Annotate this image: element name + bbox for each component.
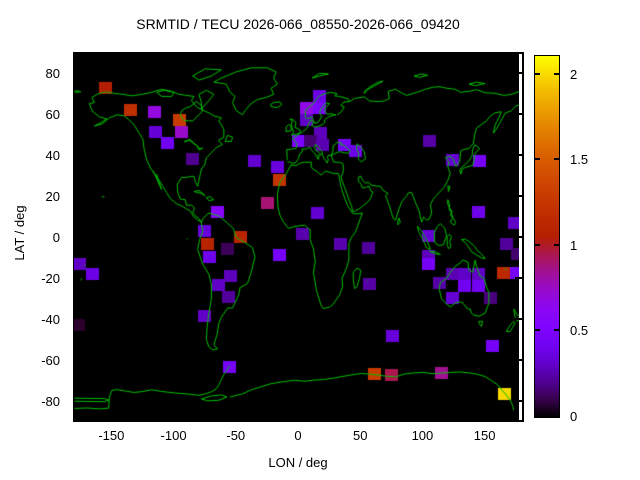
colorbar-tick-mark xyxy=(535,243,540,246)
colorbar-tick-mark xyxy=(554,72,559,75)
y-tick-label: 20 xyxy=(45,189,60,205)
x-tick-label: 0 xyxy=(294,428,302,443)
colorbar-tick-mark xyxy=(554,158,559,161)
y-tick-label: -20 xyxy=(41,270,60,286)
y-axis-title: LAT / deg xyxy=(12,205,27,261)
y-tick-label: 80 xyxy=(45,66,60,82)
world-map-heatmap-canvas xyxy=(74,53,519,421)
x-tick-label: 100 xyxy=(411,428,434,443)
right-tick-mark xyxy=(515,399,522,402)
colorbar-gradient xyxy=(534,55,560,418)
right-tick-mark xyxy=(515,113,522,116)
colorbar-tick-label: 0 xyxy=(570,409,578,424)
chart-title: SRMTID / TECU 2026-066_08550-2026-066_09… xyxy=(136,16,460,32)
colorbar-tick-label: 1 xyxy=(570,237,578,253)
right-tick-mark xyxy=(515,195,522,198)
colorbar-tick-mark xyxy=(535,329,540,332)
right-tick-mark xyxy=(515,72,522,75)
x-tick-label: 50 xyxy=(352,428,368,443)
right-tick-mark xyxy=(515,317,522,320)
colorbar-tick-mark xyxy=(554,243,559,246)
colorbar-tick-label: 2 xyxy=(570,66,578,82)
colorbar-tick-mark xyxy=(535,158,540,161)
colorbar-tick-label: 0.5 xyxy=(570,323,589,339)
x-tick-label: 150 xyxy=(473,428,496,443)
right-tick-mark xyxy=(515,154,522,157)
x-tick-label: -150 xyxy=(98,428,125,443)
x-tick-label: -50 xyxy=(226,428,246,443)
y-tick-label: -40 xyxy=(41,311,60,327)
right-tick-mark xyxy=(515,276,522,279)
y-tick-label: -60 xyxy=(41,352,60,368)
x-tick-label: -100 xyxy=(160,428,187,443)
y-tick-label: 0 xyxy=(52,230,60,245)
colorbar-tick-label: 1.5 xyxy=(570,152,589,168)
y-tick-label: -80 xyxy=(41,393,60,409)
right-tick-mark xyxy=(515,236,522,238)
colorbar-tick-mark xyxy=(535,72,540,75)
y-tick-label: 60 xyxy=(45,107,60,123)
x-axis-title: LON / deg xyxy=(268,455,328,470)
right-tick-mark xyxy=(515,358,522,361)
y-tick-label: 40 xyxy=(45,148,60,164)
colorbar-tick-mark xyxy=(554,329,559,332)
